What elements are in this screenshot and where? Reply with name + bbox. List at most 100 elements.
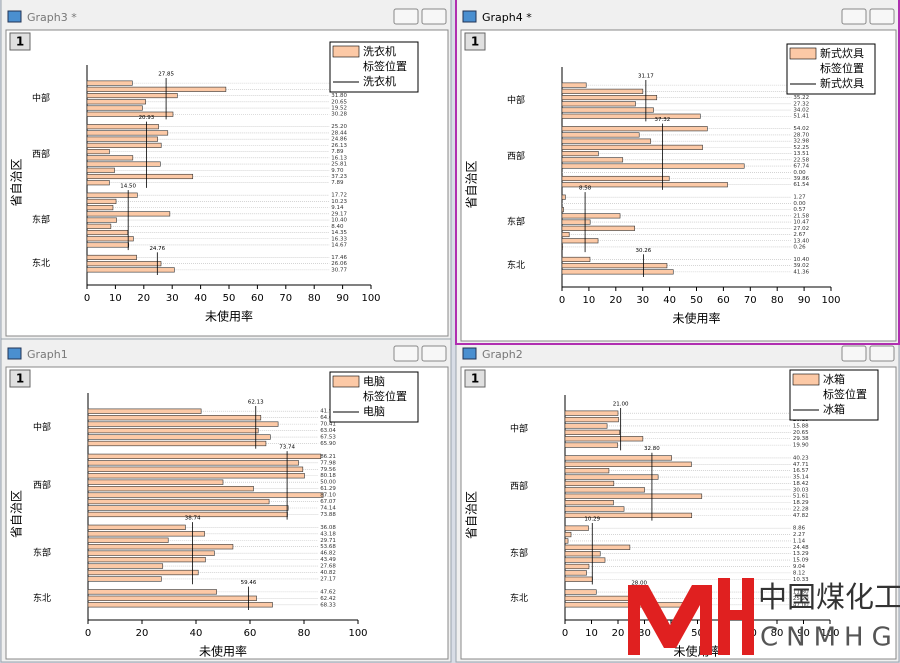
value-label: 35.22: [793, 95, 809, 101]
bar: [561, 182, 728, 188]
window-button[interactable]: [421, 345, 447, 362]
bar: [561, 256, 591, 262]
group-label: 西部: [510, 480, 528, 492]
value-label: 50.00: [320, 480, 336, 486]
y-axis-label: 省自治区: [10, 158, 24, 206]
value-label: 27.02: [793, 226, 809, 232]
x-tick-label: 60: [244, 628, 257, 639]
x-tick-label: 20: [612, 628, 625, 639]
bar: [87, 595, 257, 601]
bar: [86, 261, 162, 267]
bar: [561, 95, 658, 101]
layer-number: 1: [471, 35, 479, 49]
bar: [86, 205, 114, 211]
value-label: 67.74: [793, 164, 809, 170]
bar: [564, 512, 693, 518]
value-label: 51.61: [793, 494, 809, 500]
window-button[interactable]: [393, 8, 419, 25]
mean-label: 20.93: [139, 115, 155, 121]
x-tick-label: 100: [821, 295, 840, 306]
bar: [561, 113, 701, 119]
window-button[interactable]: [869, 345, 895, 362]
bar: [86, 161, 161, 167]
x-tick-label: 80: [771, 628, 784, 639]
window-button[interactable]: [841, 345, 867, 362]
mean-label: 24.76: [149, 246, 165, 252]
bar: [561, 225, 635, 231]
legend-entry: 新式炊具: [820, 76, 864, 90]
value-label: 80.18: [320, 473, 336, 479]
x-tick-label: 0: [84, 293, 90, 304]
bar: [561, 244, 563, 250]
logo-m: [628, 585, 712, 655]
bar: [564, 480, 615, 487]
x-axis-label: 未使用率: [205, 309, 253, 324]
bar: [87, 408, 202, 414]
bar: [87, 576, 162, 582]
bar: [561, 138, 652, 144]
group-label: 东北: [32, 257, 50, 269]
value-label: 61.29: [320, 486, 336, 492]
window-title: Graph3 *: [27, 11, 77, 24]
mean-label: 38.74: [185, 516, 201, 522]
bar: [561, 163, 745, 169]
x-tick-label: 60: [251, 293, 264, 304]
x-tick-label: 10: [109, 293, 122, 304]
value-label: 24.86: [331, 137, 347, 143]
value-label: 16.57: [793, 468, 809, 474]
window-button[interactable]: [393, 345, 419, 362]
x-tick-label: 0: [562, 628, 568, 639]
bar: [564, 576, 593, 582]
x-tick-label: 10: [585, 628, 598, 639]
bar: [561, 126, 708, 132]
bar: [86, 180, 110, 186]
bar: [86, 86, 227, 92]
x-axis-label: 未使用率: [672, 311, 720, 326]
x-tick-label: 30: [166, 293, 179, 304]
x-tick-label: 40: [194, 293, 207, 304]
window-button[interactable]: [421, 8, 447, 25]
bar: [561, 132, 640, 138]
value-label: 10.40: [793, 257, 809, 263]
bar: [87, 602, 273, 608]
value-label: 27.32: [793, 101, 809, 107]
window-button[interactable]: [869, 8, 895, 25]
x-tick-label: 40: [663, 295, 676, 306]
value-label: 46.82: [320, 551, 336, 557]
group-label: 中部: [32, 92, 50, 104]
bar: [87, 531, 205, 537]
value-label: 9.14: [331, 205, 344, 211]
value-label: 15.88: [793, 423, 809, 429]
group-label: 东部: [32, 214, 50, 226]
x-tick-label: 80: [308, 293, 321, 304]
legend-entry: 冰箱: [823, 402, 845, 416]
group-label: 东北: [510, 592, 528, 604]
x-tick-label: 100: [361, 293, 380, 304]
mean-label: 37.32: [655, 117, 671, 123]
legend-entry: 标签位置: [820, 61, 864, 75]
value-label: 25.81: [331, 162, 347, 168]
bar: [87, 589, 217, 595]
y-axis-label: 省自治区: [465, 160, 479, 208]
bar: [564, 538, 569, 544]
value-label: 35.14: [793, 475, 809, 481]
x-tick-label: 20: [137, 293, 150, 304]
bar: [87, 550, 215, 556]
value-label: 7.89: [331, 149, 344, 155]
bar: [86, 124, 159, 130]
x-tick-label: 80: [771, 295, 784, 306]
value-label: 47.62: [320, 589, 336, 595]
bar: [564, 455, 672, 461]
window-button[interactable]: [841, 8, 867, 25]
bar: [561, 213, 621, 219]
bar: [86, 229, 129, 236]
value-label: 41.90: [320, 409, 336, 415]
value-label: 65.90: [320, 441, 336, 447]
value-label: 16.13: [331, 155, 347, 161]
title-icon: [462, 347, 477, 360]
bar: [564, 487, 645, 493]
bar: [86, 105, 143, 111]
bar: [561, 269, 674, 275]
bar: [561, 107, 654, 113]
